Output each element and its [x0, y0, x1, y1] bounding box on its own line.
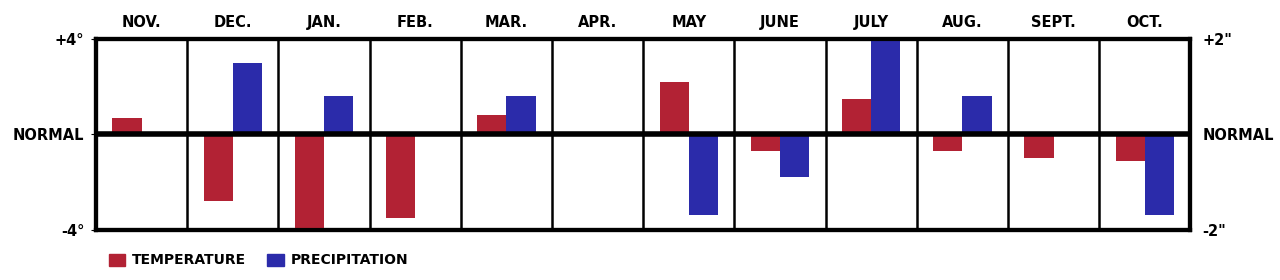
Bar — [751, 134, 780, 151]
Bar — [387, 134, 415, 218]
Bar — [872, 39, 900, 134]
Bar — [1024, 134, 1053, 158]
Bar — [507, 96, 535, 134]
Bar — [963, 96, 992, 134]
Bar — [233, 63, 262, 134]
Bar — [933, 134, 963, 151]
Legend: TEMPERATURE, PRECIPITATION: TEMPERATURE, PRECIPITATION — [102, 248, 413, 273]
Bar — [113, 118, 142, 134]
Bar — [689, 134, 718, 215]
Bar — [324, 96, 353, 134]
Bar — [477, 115, 507, 134]
Bar — [1144, 134, 1174, 215]
Bar — [780, 134, 809, 177]
Bar — [204, 134, 233, 201]
Bar — [1116, 134, 1144, 160]
Bar — [659, 82, 689, 134]
Bar — [842, 99, 872, 134]
Bar — [294, 134, 324, 230]
